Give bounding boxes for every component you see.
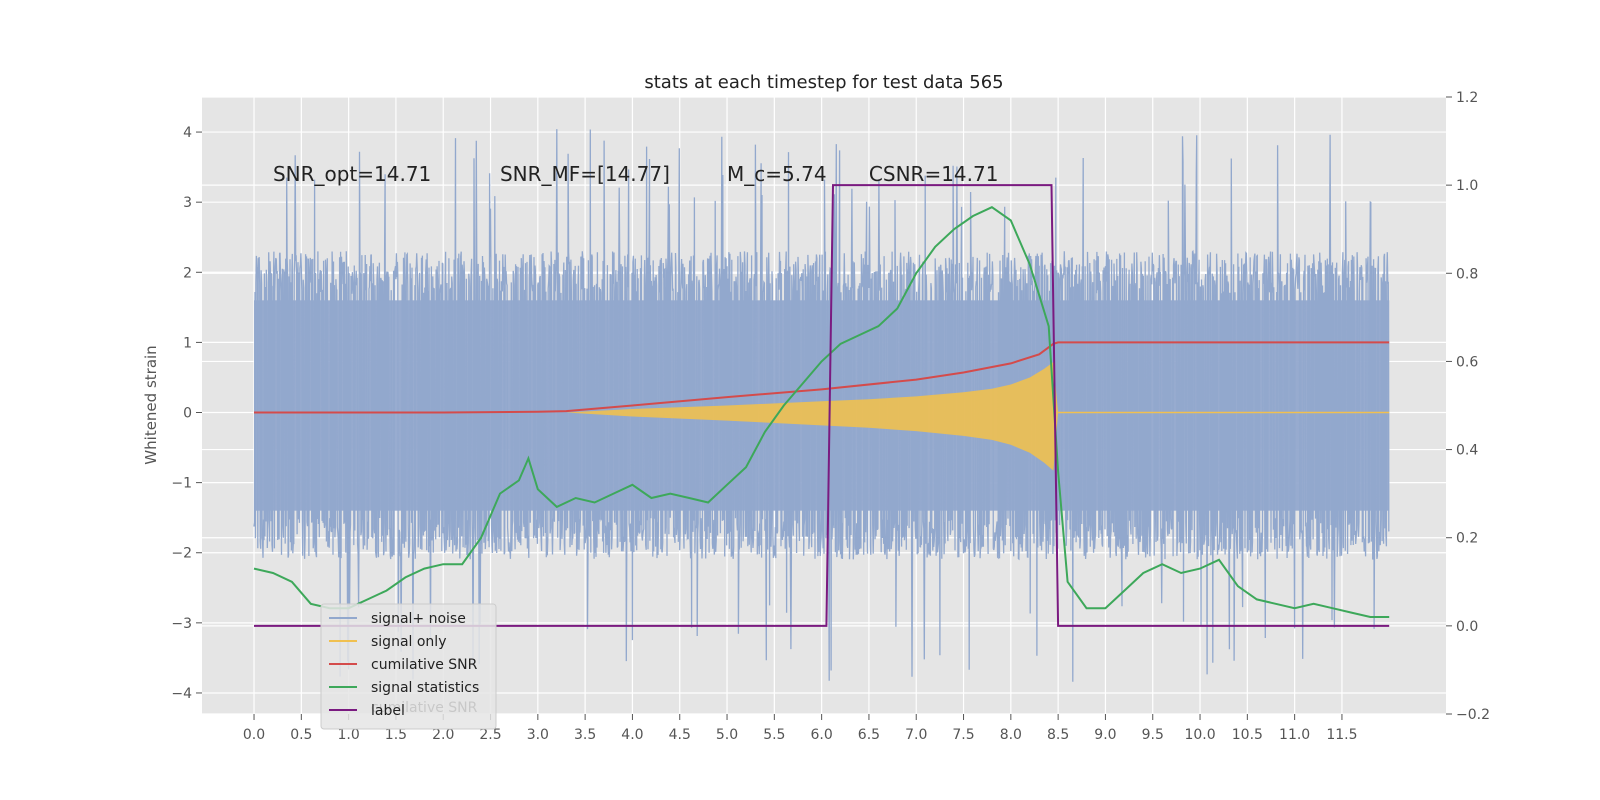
x-tick-label: 8.0	[1000, 727, 1022, 743]
y-axis-label: Whitened strain	[142, 345, 160, 464]
annotation-3: CSNR=14.71	[869, 162, 999, 186]
y-tick-label: 0	[183, 406, 192, 422]
y-tick-label: −4	[171, 686, 192, 702]
y-tick-label: 1	[183, 335, 192, 351]
x-tick-label: 9.5	[1142, 727, 1164, 743]
x-tick-label: 3.5	[574, 727, 596, 743]
x-tick-label: 4.5	[669, 727, 691, 743]
legend-box	[320, 603, 497, 730]
y2-tick-label: 0.0	[1456, 619, 1478, 635]
series-line-signal-statistics	[253, 206, 1390, 618]
x-tick-label: 1.5	[385, 727, 407, 743]
legend-label: signal+ noise	[371, 611, 466, 627]
y-tick-label: 2	[183, 265, 192, 281]
x-tick-label: 7.0	[905, 727, 927, 743]
x-tick-label: 8.5	[1047, 727, 1069, 743]
x-tick-label: 7.5	[952, 727, 974, 743]
signal-only-envelope	[566, 362, 1059, 471]
x-tick-label: 2.0	[432, 727, 454, 743]
x-tick-label: 9.0	[1094, 727, 1116, 743]
annotations: SNR_opt=14.71 SNR_MF=[14.77] M_c=5.74 CSNR=…	[273, 162, 999, 186]
legend-label: signal only	[371, 634, 446, 650]
annotation-0: SNR_opt=14.71	[273, 162, 431, 186]
series-line-label	[254, 184, 1390, 627]
chart-title: stats at each timestep for test data 565	[644, 72, 1003, 93]
x-tick-label: 10.5	[1232, 727, 1263, 743]
y2-tick-label: 1.0	[1456, 178, 1478, 194]
y2-tick-label: −0.2	[1456, 707, 1490, 723]
legend-label: cumilative SNR	[371, 657, 478, 673]
signal-only-fill	[566, 362, 1390, 471]
y2-tick-label: 0.2	[1456, 531, 1478, 547]
y-tick-label: −3	[171, 616, 192, 632]
legend: cumilative SNR signal+ noise signal only cu…	[320, 603, 497, 730]
x-tick-label: 0.0	[243, 727, 265, 743]
x-tick-label: 6.0	[811, 727, 833, 743]
y-tick-label: 3	[183, 195, 192, 211]
x-tick-label: 5.5	[763, 727, 785, 743]
y2-tick-label: 1.2	[1456, 90, 1478, 106]
legend-ghost-text: cumilative SNR	[371, 700, 478, 716]
series-lines	[253, 184, 1390, 627]
x-tick-label: 4.0	[621, 727, 643, 743]
x-tick-label: 5.0	[716, 727, 738, 743]
x-tick-label: 2.5	[479, 727, 501, 743]
x-tick-label: 11.5	[1326, 727, 1357, 743]
annotation-2: M_c=5.74	[727, 162, 827, 186]
signal-noise-line	[253, 129, 1390, 682]
x-tick-label: 6.5	[858, 727, 880, 743]
x-tick-label: 0.5	[290, 727, 312, 743]
x-tick-label: 11.0	[1279, 727, 1310, 743]
series-line-cumilative-snr	[254, 341, 1390, 414]
annotation-1: SNR_MF=[14.77]	[500, 162, 670, 186]
y-tick-label: −1	[171, 476, 192, 492]
y2-tick-label: 0.6	[1456, 354, 1478, 370]
y2-tick-label: 0.4	[1456, 443, 1478, 459]
y-tick-label: 4	[183, 125, 192, 141]
x-tick-label: 1.0	[337, 727, 359, 743]
y-tick-label: −2	[171, 546, 192, 562]
legend-label: signal statistics	[371, 680, 479, 696]
y2-tick-label: 0.8	[1456, 266, 1478, 282]
x-tick-label: 3.0	[527, 727, 549, 743]
x-tick-label: 10.0	[1184, 727, 1215, 743]
legend-label: label	[371, 703, 405, 719]
axes: 4 3 2 1 0 −1 −2 −3 −4 1.2 1.0 0.8 0.6 0.4 0.2 0.0 −0.2 0.…	[171, 90, 1490, 743]
